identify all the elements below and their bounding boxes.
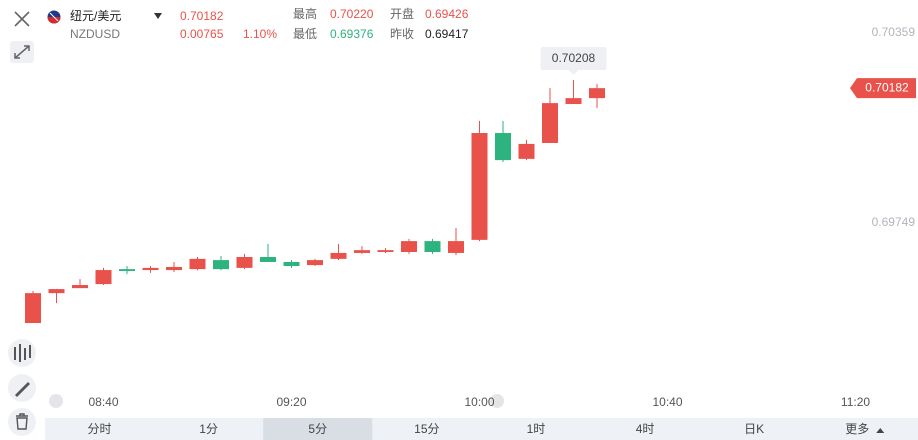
candle-body <box>471 133 488 240</box>
change: 0.00765 <box>180 27 224 41</box>
symbol: NZDUSD <box>70 27 120 41</box>
last-price-label: 0.70182 <box>865 80 909 94</box>
tooltip-value: 0.70208 <box>552 51 596 65</box>
indicator-button[interactable] <box>8 339 36 367</box>
y-tick-label: 0.69749 <box>872 215 916 229</box>
open-label: 开盘 <box>390 6 414 21</box>
candle-body <box>542 103 558 143</box>
candle-body <box>565 98 582 105</box>
tab-bar <box>45 418 918 440</box>
open-value: 0.69426 <box>425 7 469 21</box>
candle-body <box>401 241 417 253</box>
tabs: 分时 1分 5分 15分 1时 4时 日K 更多 <box>88 418 885 440</box>
candle-body <box>330 252 347 259</box>
candle-body <box>25 293 41 324</box>
candle-body <box>166 266 182 271</box>
pair-name[interactable]: 纽元/美元 <box>70 9 121 23</box>
x-tick-label: 10:00 <box>464 395 494 409</box>
high-value: 0.70220 <box>330 7 374 21</box>
more-arrow[interactable] <box>876 428 885 433</box>
pair-dropdown[interactable] <box>154 13 162 19</box>
draw-button[interactable] <box>8 374 36 402</box>
candle-body <box>48 289 65 294</box>
candle-body <box>236 256 253 268</box>
timeline-marker[interactable] <box>49 394 63 408</box>
candle-body <box>307 260 323 266</box>
close-button[interactable] <box>14 11 30 27</box>
tooltip-pointer <box>568 70 579 76</box>
tab[interactable]: 5分 <box>308 422 327 436</box>
candle-body <box>448 241 464 253</box>
flag-icon <box>47 10 61 24</box>
tab-selected <box>263 418 373 440</box>
candle-body <box>189 258 206 270</box>
tooltip-box <box>540 47 607 71</box>
tab[interactable]: 分时 <box>88 422 112 436</box>
candle-body <box>95 270 112 285</box>
candle-body <box>142 267 159 271</box>
tab[interactable]: 日K <box>744 422 764 436</box>
candle-body <box>495 133 511 161</box>
candle-body <box>213 260 229 270</box>
candle-body <box>354 250 370 253</box>
chart: 0.69749 0.70359 08:40 09:20 10:00 10:40 11:20 0… <box>25 25 916 409</box>
x-tick-label: 10:40 <box>652 395 682 409</box>
candle-body <box>119 269 135 272</box>
tab[interactable]: 1分 <box>199 422 218 436</box>
candle-body <box>377 250 394 253</box>
prev-close-value: 0.69417 <box>425 27 469 41</box>
prev-close-label: 昨收 <box>390 27 414 41</box>
x-tick-label: 08:40 <box>88 395 118 409</box>
timeline-marker[interactable] <box>490 394 504 408</box>
x-tick-label: 09:20 <box>276 395 306 409</box>
price: 0.70182 <box>180 9 224 23</box>
low-value: 0.69376 <box>330 27 374 41</box>
high-label: 最高 <box>293 6 317 21</box>
candle-body <box>424 241 441 253</box>
last-price-tag <box>850 78 916 99</box>
candle-body <box>72 285 88 289</box>
delete-button[interactable] <box>8 408 36 436</box>
candle-body <box>518 143 535 159</box>
candle-body <box>260 256 276 262</box>
x-tick-label: 11:20 <box>841 395 870 409</box>
tab[interactable]: 15分 <box>414 422 439 436</box>
change-percent: 1.10% <box>243 27 277 41</box>
expand-button[interactable] <box>10 41 34 63</box>
tab[interactable]: 4时 <box>636 422 655 436</box>
candle-body <box>283 261 300 267</box>
tab[interactable]: 更多 <box>845 422 869 436</box>
candle-body <box>589 88 605 99</box>
low-label: 最低 <box>293 27 317 41</box>
tab[interactable]: 1时 <box>527 422 546 436</box>
y-tick-label: 0.70359 <box>872 25 916 39</box>
